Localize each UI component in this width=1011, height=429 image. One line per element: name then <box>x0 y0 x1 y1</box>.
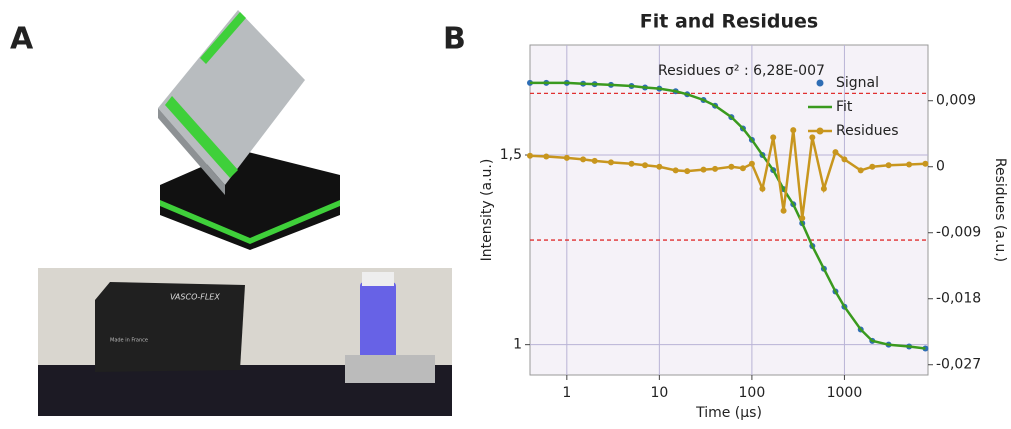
legend-swatch <box>816 127 824 135</box>
data-point <box>712 165 719 172</box>
annotation: Residues σ² : 6,28E-007 <box>658 63 825 79</box>
data-point <box>607 159 614 166</box>
data-point <box>591 157 598 164</box>
data-point <box>563 154 570 161</box>
legend-swatch <box>816 79 824 87</box>
y2-tick-label: -0,027 <box>936 357 981 373</box>
data-point <box>799 215 806 222</box>
x-tick-label: 1000 <box>827 385 863 401</box>
data-point <box>642 162 649 169</box>
y2-axis-label: Residues (a.u.) <box>992 158 1008 262</box>
plot-area <box>529 44 929 376</box>
photo-text: VASCO-FLEX <box>170 293 220 302</box>
y-tick-label: 1 <box>513 337 522 353</box>
data-point <box>543 153 550 160</box>
data-point <box>728 163 735 170</box>
panel-label: B <box>443 22 466 57</box>
data-point <box>790 127 797 134</box>
y-tick-label: 1,5 <box>500 147 522 163</box>
data-point <box>832 149 839 156</box>
data-point <box>906 161 913 168</box>
data-point <box>869 163 876 170</box>
data-point <box>759 185 766 192</box>
data-point <box>809 134 816 141</box>
data-point <box>527 152 533 159</box>
data-point <box>885 162 892 169</box>
data-point <box>922 160 929 167</box>
data-point <box>656 163 663 170</box>
panel-label: A <box>10 22 34 57</box>
y2-tick-label: 0 <box>936 159 945 175</box>
setup-photo: VASCO-FLEX Made in France <box>38 268 452 416</box>
legend-label: Fit <box>836 99 853 115</box>
data-point <box>841 156 848 163</box>
y2-tick-label: 0,009 <box>936 93 976 109</box>
data-point <box>820 185 827 192</box>
x-tick-label: 10 <box>650 385 668 401</box>
chart-title: Fit and Residues <box>640 11 818 33</box>
data-point <box>748 160 755 167</box>
y2-tick-label: -0,018 <box>936 291 981 307</box>
x-tick-label: 1 <box>562 385 571 401</box>
device-photo <box>158 10 340 250</box>
data-point <box>700 166 707 173</box>
y-axis-label: Intensity (a.u.) <box>479 159 495 262</box>
data-point <box>684 168 691 175</box>
x-axis-label: Time (µs) <box>695 405 762 421</box>
data-point <box>672 167 679 174</box>
x-tick-label: 100 <box>739 385 766 401</box>
data-point <box>780 207 787 214</box>
y2-tick-label: -0,009 <box>936 225 981 241</box>
legend-label: Signal <box>836 75 879 91</box>
data-point <box>857 167 864 174</box>
legend-label: Residues <box>836 123 899 139</box>
series-line <box>530 81 926 350</box>
data-point <box>580 156 587 163</box>
data-point <box>739 165 746 172</box>
data-point <box>628 160 635 167</box>
data-point <box>770 134 777 141</box>
photo-text: Made in France <box>110 338 148 344</box>
